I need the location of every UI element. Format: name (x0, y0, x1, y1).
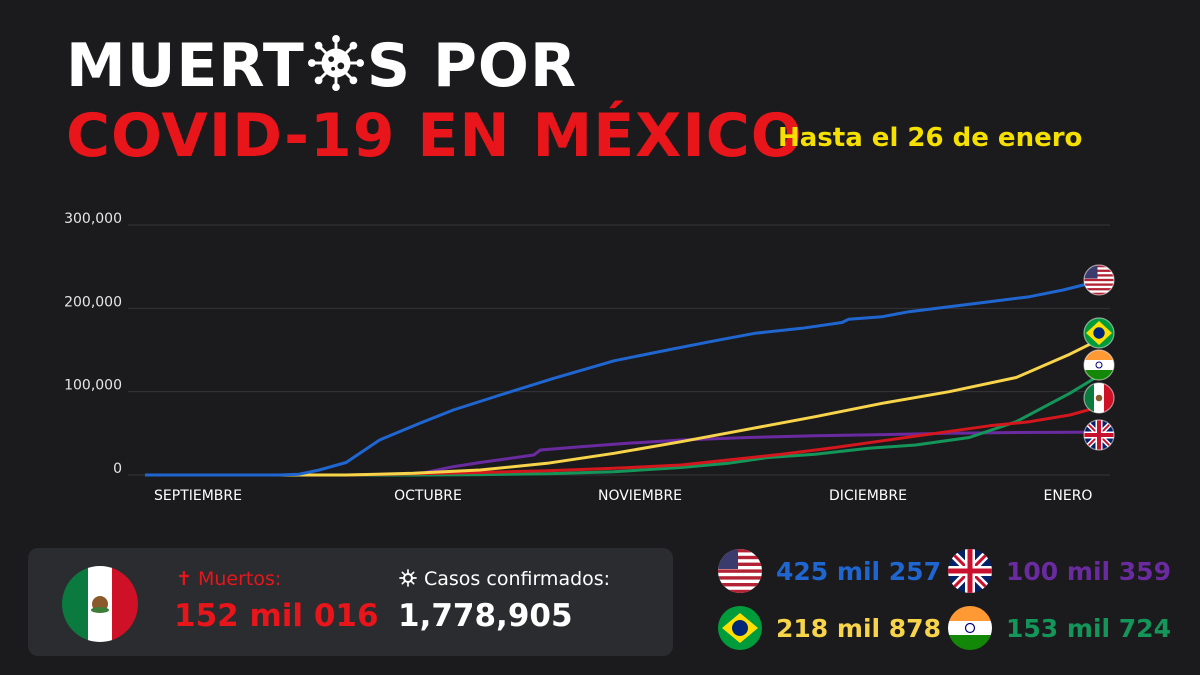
muertos-value: 152 mil 016 (174, 598, 379, 634)
casos-label: Casos confirmados: (398, 568, 610, 590)
stat-brazil-value: 218 mil 878 (776, 613, 941, 643)
stat-uk-value: 100 mil 359 (1006, 556, 1171, 586)
stat-india: 153 mil 724 (948, 606, 1171, 650)
stat-brazil: 218 mil 878 (718, 606, 941, 650)
y-tick-label: 200,000 (64, 294, 122, 310)
stat-usa: 425 mil 257 (718, 549, 941, 593)
chart-series (145, 280, 1101, 477)
x-tick-label: ENERO (1044, 488, 1093, 504)
stat-india-value: 153 mil 724 (1006, 613, 1171, 643)
page-title-line1: MUERT S POR (66, 30, 577, 102)
x-tick-label: OCTUBRE (394, 488, 462, 504)
title-text-part1: MUERT (66, 31, 305, 101)
mexico-flag-icon (62, 566, 138, 642)
x-axis-ticks: SEPTIEMBRE OCTUBRE NOVIEMBRE DICIEMBRE ENERO (154, 488, 1092, 504)
deaths-line-chart: 300,000 200,000 100,000 0 SEPTIEMBRE OCTUBRE… (64, 211, 1115, 504)
muertos-label: ✝ Muertos: (176, 568, 282, 590)
x-tick-label: DICIEMBRE (829, 488, 907, 504)
series-end-flags (1083, 264, 1115, 451)
casos-label-text: Casos confirmados: (424, 568, 611, 590)
stat-usa-value: 425 mil 257 (776, 556, 941, 586)
y-tick-label: 300,000 (64, 211, 122, 227)
usa-flag-icon (718, 549, 762, 593)
y-axis-ticks: 300,000 200,000 100,000 0 (64, 211, 122, 477)
series-line-india (145, 373, 1101, 477)
y-tick-label: 100,000 (64, 378, 122, 394)
brazil-end-flag-icon (1083, 317, 1115, 349)
brazil-flag-icon (718, 606, 762, 650)
mexico-end-flag-icon (1083, 382, 1115, 414)
virus-small-icon (399, 569, 417, 587)
series-line-brazil (145, 337, 1101, 477)
title-text-part2: S POR (366, 31, 578, 101)
india-flag-icon (948, 606, 992, 650)
casos-value: 1,778,905 (398, 598, 573, 634)
usa-end-flag-icon (1083, 264, 1115, 296)
series-line-mexico (145, 405, 1101, 477)
india-end-flag-icon (1083, 349, 1115, 381)
stat-uk: 100 mil 359 (948, 549, 1171, 593)
date-subtitle: Hasta el 26 de enero (778, 123, 1083, 153)
virus-icon (307, 34, 364, 92)
series-line-usa (145, 280, 1101, 477)
x-tick-label: SEPTIEMBRE (154, 488, 242, 504)
uk-end-flag-icon (1083, 419, 1115, 451)
page-title-line2: COVID-19 EN MÉXICO (66, 101, 803, 171)
uk-flag-icon (948, 549, 992, 593)
mexico-summary-panel: ✝ Muertos: 152 mil 016 Casos confirmados… (28, 548, 673, 656)
x-tick-label: NOVIEMBRE (598, 488, 682, 504)
y-tick-label: 0 (113, 461, 122, 477)
